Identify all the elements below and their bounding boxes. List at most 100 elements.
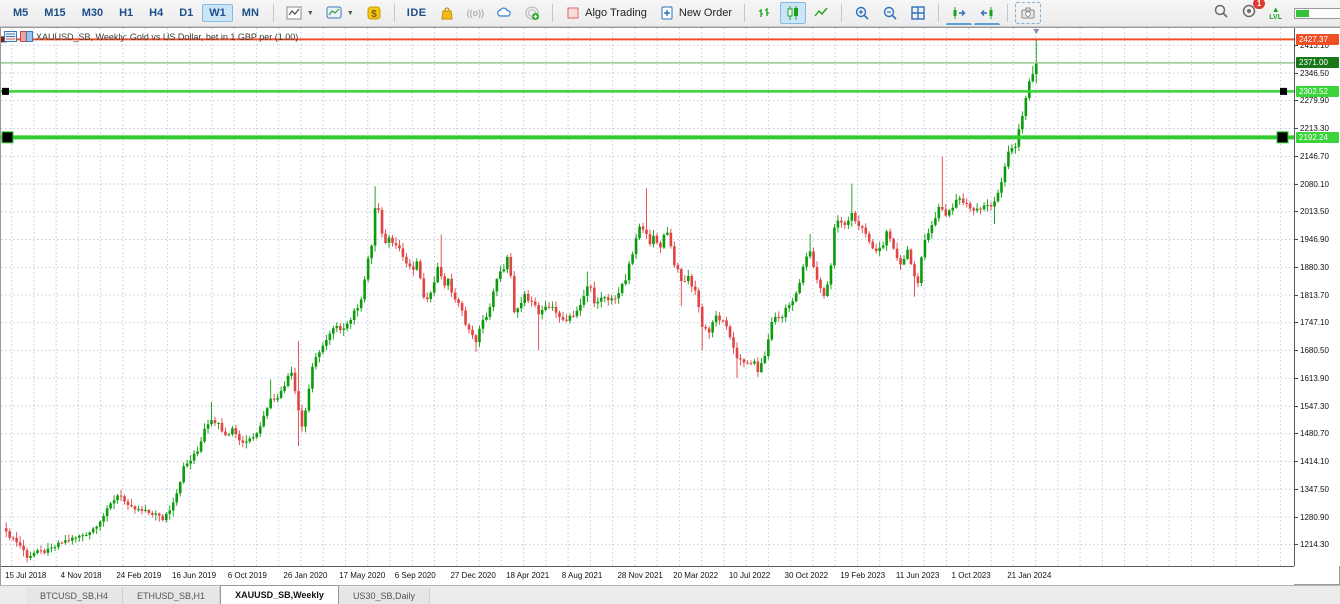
chart-shift-button[interactable] [946,2,973,25]
timeframe-button-m15[interactable]: M15 [44,7,66,19]
zoom-in-icon [855,6,869,20]
chart-tab-xauusd_sb[interactable]: XAUUSD_SB,Weekly [220,585,339,604]
y-axis-tick: 2080.10 [1295,179,1329,189]
horizontal-level-lower-price-badge: 2192.24 [1296,131,1339,143]
timeframe-button-h4[interactable]: H4 [149,7,164,19]
ide-label: IDE [406,7,427,19]
x-axis-label: 16 Jun 2019 [172,571,217,580]
price-axis[interactable]: 2413.10 2346.50 2279.90 2213.30 2146.70 2080.… [1294,28,1340,566]
time-axis[interactable]: 15 Jul 2018 4 Nov 2018 24 Feb 2019 16 Jun 2… [1,566,1294,585]
y-axis-tick: 1880.30 [1295,262,1329,272]
x-axis-label: 10 Jul 2022 [728,571,771,580]
y-axis-tick: 2413.10 [1295,40,1329,50]
algo-trading-button[interactable]: Algo Trading [560,2,652,24]
up-arrow-icon: ▲ [1271,4,1280,14]
x-axis-label: 27 Dec 2020 [450,571,496,580]
notifications-button[interactable]: 1 [1241,0,1266,24]
y-axis-tick: 1280.90 [1295,512,1329,522]
zoom-out-button[interactable] [877,2,903,24]
x-axis-label: 26 Jan 2020 [283,571,328,580]
signal-icon: ((o)) [466,8,485,18]
horizontal-level-upper-price-badge: 2302.52 [1296,85,1339,97]
tile-windows-button[interactable] [905,2,931,24]
y-axis-tick: 2146.70 [1295,151,1329,161]
depth-of-market-icon[interactable] [20,31,33,42]
x-axis-label: 1 Oct 2023 [951,571,991,580]
x-axis-label: 8 Aug 2021 [561,571,603,580]
separator [841,4,843,22]
bid-line-price-badge: 2371.00 [1296,57,1339,69]
chart-plot-area[interactable] [1,28,1294,566]
separator [1007,4,1009,22]
x-axis-label: 21 Jan 2024 [1007,571,1052,580]
y-axis-tick: 1747.10 [1295,318,1329,328]
timeframe-button-mn[interactable]: MN [241,7,259,19]
screenshot-button[interactable] [1015,2,1042,24]
timeframe-button-w1[interactable]: W1 [202,4,233,22]
ide-button[interactable]: IDE [402,4,432,22]
zoom-in-button[interactable] [849,2,875,24]
x-axis-label: 19 Feb 2023 [840,571,886,580]
candles-mode-button[interactable] [780,2,807,24]
notifications-icon [1243,4,1256,17]
x-axis-label: 24 Feb 2019 [116,571,162,580]
level-indicator[interactable]: ▲ LVL [1269,4,1282,21]
search-icon [1215,4,1228,18]
timeframe-button-h1[interactable]: H1 [119,7,134,19]
chart-shift-icon [953,6,966,19]
timeframe-button-m5[interactable]: M5 [13,7,29,19]
community-button[interactable] [519,2,545,24]
x-axis-label: 28 Nov 2021 [617,571,663,580]
line-mode-icon [814,7,828,17]
x-axis-label: 6 Oct 2019 [227,571,267,580]
chart-tab-bar: BTCUSD_SB,H4 ETHUSD_SB,H1 XAUUSD_SB,Weekly… [0,585,1340,604]
chevron-down-icon: ▼ [346,9,354,17]
timeframe-group: M5 M15 M30 H1 H4 D1 W1 MN [6,4,266,22]
algo-trading-icon [567,7,579,19]
market-bag-icon [441,7,453,20]
toolbar-right-group: 1 ▲ LVL [1213,0,1340,24]
signals-button[interactable]: ((o)) [462,5,490,21]
resistance-line-price-badge: 2427.37 [1296,33,1339,45]
horizontal-level-upper[interactable] [1,87,1294,95]
tile-windows-icon [911,6,925,20]
timeframe-button-m30[interactable]: M30 [81,7,104,19]
x-axis-label: 4 Nov 2018 [60,571,102,580]
y-axis-tick: 2013.50 [1295,207,1329,217]
horizontal-level-lower[interactable] [1,131,1294,144]
camera-icon [1021,7,1035,19]
timeframe-button-d1[interactable]: D1 [179,7,194,19]
y-axis-tick: 2213.30 [1295,124,1329,134]
x-axis-label: 17 May 2020 [339,571,386,580]
x-axis-label: 11 Jun 2023 [895,571,940,580]
new-order-button[interactable]: New Order [654,2,737,24]
auto-scroll-button[interactable] [974,2,1001,25]
connection-status-bar [1294,7,1340,19]
separator [938,4,940,22]
x-axis-label: 15 Jul 2018 [5,571,47,580]
chart-tab-btcusd_sb[interactable]: BTCUSD_SB,H4 [26,587,124,604]
chart-tab-us30_sb[interactable]: US30_SB,Daily [338,587,430,604]
chart-style-dropdown[interactable]: ▼ [281,2,319,24]
candlestick-chart-icon [787,6,799,20]
x-axis-label: 30 Oct 2022 [784,571,829,580]
chart-window: XAUUSD_SB, Weekly: Gold vs US Dollar, be… [0,27,1340,585]
svg-text:$: $ [371,9,377,20]
auto-scroll-icon [980,6,993,19]
market-button[interactable] [434,2,460,24]
y-axis-tick: 1414.10 [1295,457,1329,467]
line-mode-button[interactable] [808,2,834,24]
indicators-dropdown[interactable]: ▼ [321,2,359,24]
x-axis-label: 20 Mar 2022 [673,571,719,580]
separator [744,4,746,22]
vps-button[interactable] [491,2,517,24]
y-axis-tick: 2346.50 [1295,68,1329,78]
symbols-button[interactable]: $ [361,2,387,24]
chart-tab-ethusd_sb[interactable]: ETHUSD_SB,H1 [123,587,221,604]
bars-mode-button[interactable] [752,2,778,24]
one-click-trading-icon[interactable] [4,31,17,42]
grid [1,28,1294,566]
last-bar-marker-icon [1033,29,1040,34]
search-button[interactable] [1213,3,1229,24]
candlestick-chart[interactable] [1,28,1294,566]
